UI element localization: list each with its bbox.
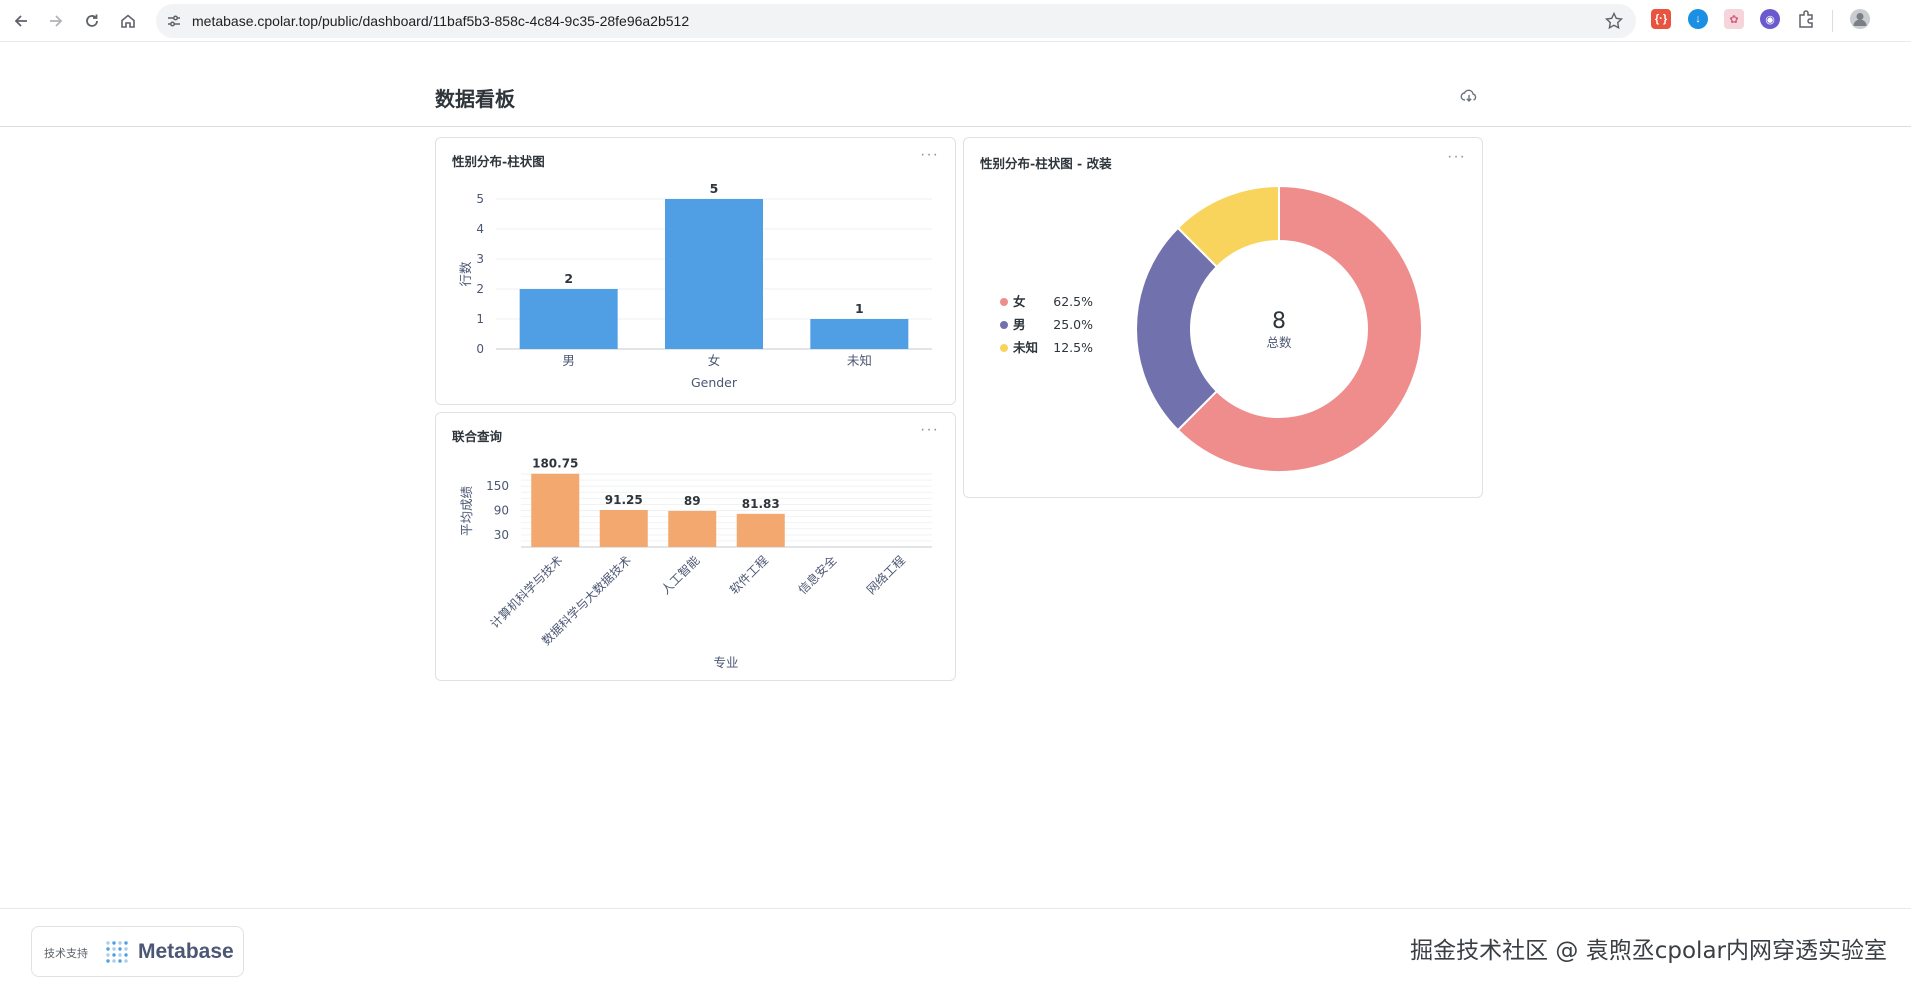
- pie-slice: [1176, 184, 1280, 269]
- gender-bar-card: 性别分布-柱状图 ··· 0 1 2 3 4 5 2 男 5 女 1 未知 Gender 行数: [435, 137, 956, 405]
- x-tick-label: 软件工程: [726, 553, 771, 598]
- arrow-right-icon: [50, 15, 63, 27]
- bar: [599, 510, 648, 547]
- download-cloud-icon[interactable]: [1460, 87, 1478, 105]
- forward-button[interactable]: [42, 7, 70, 35]
- data-label: 180.75: [532, 457, 578, 471]
- y-tick-label: 150: [486, 479, 509, 493]
- card-menu-button[interactable]: ···: [920, 421, 939, 438]
- reload-button[interactable]: [78, 7, 106, 35]
- data-label: 81.83: [742, 497, 780, 511]
- card-title: 联合查询: [452, 429, 503, 444]
- home-icon: [121, 14, 135, 28]
- arrow-left-icon: [14, 15, 27, 27]
- footer: 技术支持 Metabase 掘金技术社区 @ 袁煦丞cpolar内网穿透实验室: [0, 908, 1911, 988]
- data-label: 2: [564, 271, 573, 286]
- card-menu-button[interactable]: ···: [1447, 148, 1466, 165]
- bar: [810, 319, 909, 349]
- toolbar-separator: [1832, 10, 1833, 32]
- joint-query-chart: 3090150180.75计算机科学与技术91.25数据科学与大数据技术89人工…: [459, 457, 932, 670]
- y-tick-label: 0: [476, 342, 484, 356]
- bar: [531, 473, 580, 547]
- powered-by-label: 技术支持: [44, 947, 88, 960]
- bar: [519, 289, 618, 349]
- legend-dot: [1000, 298, 1008, 306]
- y-axis-title: 行数: [458, 261, 473, 287]
- x-tick-label: 信息安全: [795, 553, 840, 598]
- extension-purple-icon[interactable]: ◉: [1760, 9, 1780, 29]
- dashboard-title: 数据看板: [435, 87, 515, 111]
- reload-icon: [86, 14, 98, 27]
- profile-avatar-icon[interactable]: [1850, 9, 1870, 29]
- x-tick-label: 女: [708, 353, 721, 368]
- metabase-logo-icon: [106, 941, 128, 963]
- pie-slice: [1135, 226, 1219, 432]
- bar: [665, 199, 763, 349]
- gender-bar-chart: 0 1 2 3 4 5 2 男 5 女 1 未知 Gender 行数: [458, 181, 932, 390]
- browser-toolbar: metabase.cpolar.top/public/dashboard/11b…: [0, 0, 1911, 42]
- watermark-text: 掘金技术社区 @ 袁煦丞cpolar内网穿透实验室: [1410, 938, 1887, 964]
- bookmark-star-icon[interactable]: [1604, 11, 1624, 31]
- legend-label: 女: [1013, 294, 1026, 309]
- y-tick-label: 2: [476, 282, 484, 296]
- data-label: 5: [710, 181, 719, 196]
- legend-label: 未知: [1012, 340, 1038, 355]
- y-tick-label: 3: [476, 252, 484, 266]
- x-tick-label: 计算机科学与技术: [487, 553, 565, 631]
- y-tick-label: 1: [476, 312, 484, 326]
- x-tick-label: 男: [562, 353, 575, 368]
- y-tick-label: 5: [476, 192, 484, 206]
- extension-download-icon[interactable]: ↓: [1688, 9, 1708, 29]
- address-bar[interactable]: metabase.cpolar.top/public/dashboard/11b…: [156, 4, 1636, 38]
- data-label: 91.25: [605, 493, 643, 507]
- legend-percent: 12.5%: [1053, 340, 1093, 355]
- x-tick-label: 网络工程: [863, 553, 908, 598]
- pie-slice: [1176, 184, 1423, 473]
- bar: [668, 510, 717, 547]
- gender-donut-card: 性别分布-柱状图 - 改装 ··· 8 总数 女 62.5% 男 25.0% 未知 12.5%: [963, 137, 1483, 498]
- y-tick-label: 30: [494, 528, 509, 542]
- data-label: 1: [855, 301, 864, 316]
- site-settings-icon[interactable]: [164, 11, 184, 31]
- powered-by-badge[interactable]: 技术支持 Metabase: [31, 926, 244, 977]
- y-axis-title: 平均成绩: [459, 486, 474, 537]
- extensions-puzzle-icon[interactable]: [1796, 9, 1816, 29]
- x-axis-title: 专业: [713, 655, 738, 670]
- legend-label: 男: [1013, 317, 1026, 332]
- extension-flower-icon[interactable]: ✿: [1724, 9, 1744, 29]
- legend-dot: [1000, 321, 1008, 329]
- donut-total: 8: [1272, 309, 1286, 334]
- extension-json-icon[interactable]: {·}: [1651, 9, 1671, 29]
- data-label: 89: [684, 494, 701, 508]
- x-tick-label: 人工智能: [658, 553, 703, 598]
- legend-percent: 62.5%: [1053, 294, 1093, 309]
- y-tick-label: 4: [476, 222, 484, 236]
- x-axis-title: Gender: [691, 375, 738, 390]
- card-title: 性别分布-柱状图 - 改装: [980, 156, 1112, 171]
- url-text[interactable]: metabase.cpolar.top/public/dashboard/11b…: [192, 13, 690, 29]
- card-menu-button[interactable]: ···: [920, 146, 939, 163]
- dashboard-header: 数据看板: [0, 43, 1911, 127]
- donut-total-label: 总数: [1266, 335, 1292, 350]
- joint-query-card: 联合查询 ··· 30 90 150 180.75 计算机科学与技术 91.25 数据科学与…: [435, 412, 956, 681]
- legend-dot: [1000, 344, 1008, 352]
- gender-donut-chart: 8总数 女 62.5% 男 25.0% 未知 12.5%: [1000, 184, 1423, 473]
- home-button[interactable]: [114, 7, 142, 35]
- card-title: 性别分布-柱状图: [452, 154, 545, 169]
- bar: [736, 513, 785, 547]
- x-tick-label: 未知: [847, 353, 872, 368]
- legend-percent: 25.0%: [1053, 317, 1093, 332]
- back-button[interactable]: [7, 7, 35, 35]
- y-tick-label: 90: [494, 504, 509, 518]
- metabase-brand: Metabase: [138, 940, 234, 963]
